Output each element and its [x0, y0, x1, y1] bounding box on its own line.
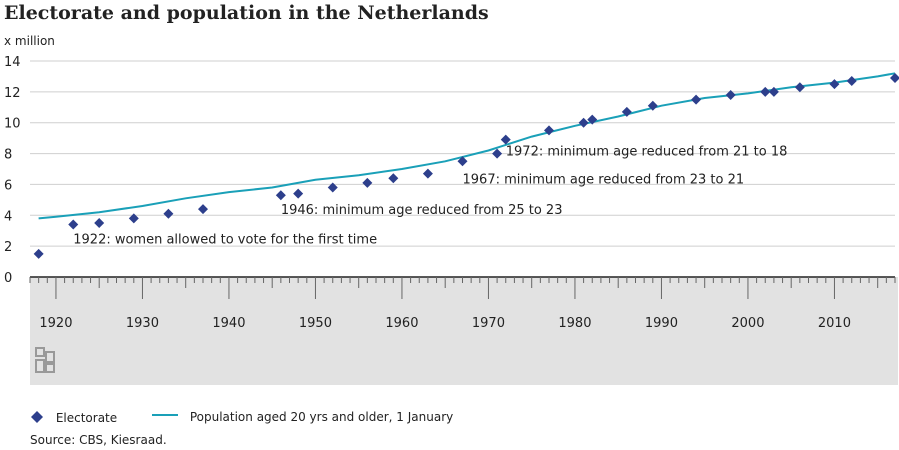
x-tick-label: 1950	[299, 316, 332, 331]
electorate-point	[128, 213, 139, 224]
x-tick-label: 1940	[212, 316, 245, 331]
electorate-point	[33, 248, 44, 259]
y-tick-label: 12	[4, 86, 21, 101]
x-tick-label: 1970	[472, 316, 505, 331]
diamond-marker-icon	[31, 411, 43, 423]
electorate-point	[198, 204, 208, 215]
plot-area: x million 0 2 4 6 8 10 12 14 1922: women allowed …	[4, 34, 899, 286]
y-tick-label: 4	[4, 209, 12, 224]
electorate-point	[846, 76, 857, 87]
logo-square-3	[35, 359, 45, 373]
electorate-point	[621, 106, 632, 117]
electorate-point	[275, 190, 286, 201]
y-tick-label: 0	[4, 271, 12, 286]
electorate-point	[890, 72, 899, 83]
y-axis-unit-label: x million	[4, 34, 55, 48]
electorate-point	[293, 188, 304, 199]
electorate-point	[544, 125, 554, 136]
x-axis-panel-background	[30, 277, 898, 385]
y-tick-label: 6	[4, 178, 12, 193]
electorate-point	[760, 86, 771, 97]
population-line	[38, 72, 896, 220]
electorate-point	[362, 177, 373, 188]
electorate-point	[794, 82, 805, 93]
y-tick-label: 10	[4, 117, 21, 132]
line-marker-icon	[152, 414, 178, 416]
logo-square-1	[35, 347, 45, 357]
electorate-point	[725, 89, 736, 100]
chart-title: Electorate and population in the Netherl…	[4, 2, 489, 24]
x-tick-label: 2000	[731, 316, 764, 331]
electorate-point	[492, 148, 503, 159]
legend-electorate: Electorate	[30, 410, 117, 425]
annotation-label: 1972: minimum age reduced from 21 to 18	[506, 144, 788, 159]
x-tick-label: 1960	[385, 316, 418, 331]
logo-square-2	[45, 351, 55, 363]
annotation-label: 1967: minimum age reduced from 23 to 21	[463, 172, 745, 187]
electorate-point	[829, 79, 840, 90]
annotation-label: 1946: minimum age reduced from 25 to 23	[281, 203, 563, 218]
electorate-point	[457, 156, 468, 167]
y-tick-label: 8	[4, 148, 12, 163]
electorate-point	[578, 117, 589, 128]
electorate-point	[68, 219, 79, 230]
electorate-point	[163, 208, 174, 219]
logo-square-4	[45, 363, 55, 373]
x-tick-label: 1990	[645, 316, 678, 331]
x-tick-label: 1930	[126, 316, 159, 331]
legend-population-label: Population aged 20 yrs and older, 1 Janu…	[189, 410, 454, 424]
electorate-point	[422, 168, 433, 179]
electorate-point	[691, 94, 702, 105]
electorate-point	[647, 100, 658, 111]
electorate-point	[500, 134, 511, 145]
y-tick-label: 14	[4, 55, 21, 70]
legend-electorate-label: Electorate	[55, 411, 118, 425]
electorate-point	[388, 173, 399, 184]
x-tick-label: 2010	[818, 316, 851, 331]
electorate-point	[587, 114, 598, 125]
electorate-point	[768, 86, 779, 97]
cbs-logo	[35, 347, 55, 373]
electorate-point	[94, 218, 105, 228]
x-tick-label: 1920	[39, 316, 72, 331]
x-axis-panel: 1920 1930 1940 1950 1960 1970 1980 1990 2000 2010	[29, 276, 898, 385]
legend-population: Population aged 20 yrs and older, 1 Janu…	[152, 410, 453, 424]
y-tick-label: 2	[4, 240, 12, 255]
annotation-label: 1922: women allowed to vote for the firs…	[73, 232, 377, 247]
x-tick-label: 1980	[558, 316, 591, 331]
source-note: Source: CBS, Kiesraad.	[30, 433, 167, 447]
electorate-point	[327, 182, 338, 193]
